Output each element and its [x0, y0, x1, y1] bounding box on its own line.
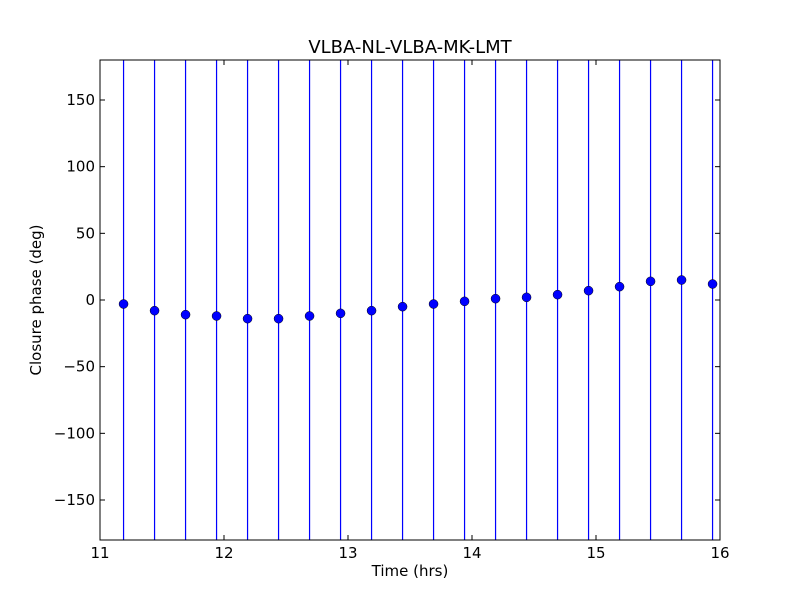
data-point: [428, 299, 439, 309]
y-tick-label: 100: [66, 158, 95, 176]
y-tick-label: 50: [76, 224, 95, 242]
x-axis-label: Time (hrs): [371, 562, 449, 580]
data-point: [335, 308, 346, 319]
plot-frame: [99, 59, 721, 541]
y-tick-label: 0: [85, 291, 95, 309]
y-tick-label: −100: [54, 424, 95, 442]
data-point: [211, 311, 222, 321]
data-point: [490, 293, 501, 304]
x-tick-label: 15: [586, 544, 605, 562]
x-tick-label: 14: [462, 544, 481, 562]
y-tick-label: −50: [63, 358, 95, 376]
data-point: [242, 313, 253, 324]
data-point: [304, 311, 315, 321]
data-point: [149, 305, 160, 316]
data-point-layer: [118, 275, 718, 324]
data-point: [521, 292, 532, 303]
x-tick-label: 16: [710, 544, 729, 562]
errorbar-layer: [122, 60, 714, 540]
x-tick-label: 13: [338, 544, 357, 562]
data-point: [614, 281, 625, 292]
data-point: [645, 276, 656, 287]
x-tick-label: 11: [90, 544, 109, 562]
data-point: [583, 285, 594, 296]
data-point: [397, 301, 408, 312]
y-axis-ticks: 150 100 50 0 −50 −100 −150: [54, 91, 720, 509]
y-tick-label: 150: [66, 91, 95, 109]
y-tick-label: −150: [54, 491, 95, 509]
chart-title: VLBA-NL-VLBA-MK-LMT: [308, 37, 512, 58]
data-point: [707, 279, 718, 289]
data-point: [676, 275, 687, 285]
data-point: [459, 296, 470, 307]
x-tick-label: 12: [214, 544, 233, 562]
data-point: [366, 305, 377, 316]
data-point: [180, 309, 191, 320]
x-axis-ticks: 11 12 13 14 15 16: [90, 60, 730, 562]
data-point: [118, 299, 129, 309]
data-point: [552, 289, 563, 300]
data-point: [273, 313, 284, 324]
y-axis-label: Closure phase (deg): [27, 225, 45, 376]
